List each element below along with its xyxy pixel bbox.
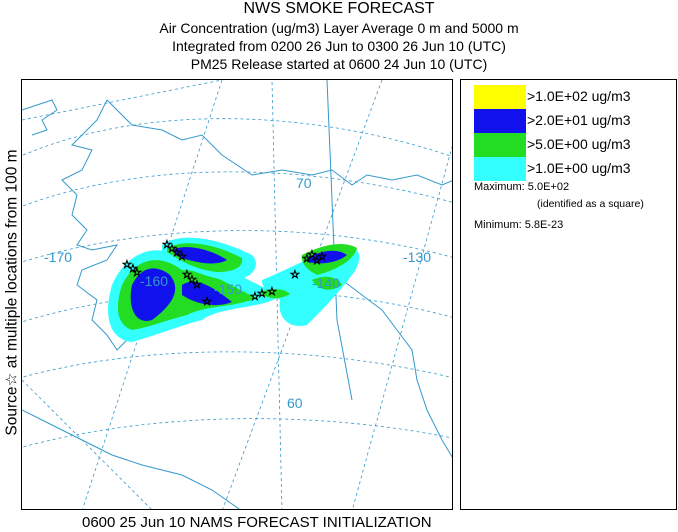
plume-west-blue-b [182,281,232,306]
smoke-plumes [108,237,360,342]
lon-label-170: -170 [44,249,72,265]
maximum-value: Maximum: 5.0E+02 [474,181,570,193]
lon-line-b [22,379,152,509]
source-star: ☆ [192,279,202,291]
aleutian-chain [22,409,241,509]
source-star: ☆ [317,251,327,263]
legend-swatch-yellow [474,85,526,109]
lat-75-line [22,118,452,158]
plume-central-blue [172,247,227,264]
subtitle-concentration: Air Concentration (ug/m3) Layer Average … [159,20,519,36]
source-star: ☆ [250,291,260,303]
source-star: ☆ [162,239,172,251]
legend-swatch-green [474,133,526,157]
source-star: ☆ [312,255,322,267]
lon-line-a [22,80,223,121]
source-star: ☆ [128,263,138,275]
source-star: ☆ [182,269,192,281]
lat-65-line [22,230,452,263]
source-star: ☆ [257,288,267,300]
lon-line-f [352,145,452,509]
legend-swatch-cyan [474,157,526,181]
source-star: ☆ [307,249,317,261]
legend-panel: >1.0E+02 ug/m3 >2.0E+01 ug/m3 >5.0E+00 u… [460,79,677,510]
plume-east-green-b [312,276,342,290]
source-star: ☆ [302,253,312,265]
legend-label-cyan: >1.0E+00 ug/m3 [527,160,631,176]
map-panel: ☆ ☆ ☆ ☆ ☆ ☆ ☆ ☆ ☆ ☆ ☆ ☆ ☆ ☆ ☆ ☆ ☆ ☆ ☆ 70… [21,79,453,510]
lat-70-line [22,171,452,207]
lon-label-150: -150 [214,281,242,297]
subtitle-release: PM25 Release started at 0600 24 Jun 10 (… [190,56,488,72]
maximum-note: (identified as a square) [537,198,644,210]
lat-60-line [22,351,452,379]
legend-label-blue: >2.0E+01 ug/m3 [527,112,631,128]
minimum-value: Minimum: 5.8E-23 [474,219,564,231]
legend-swatch-blue [474,109,526,133]
source-side-label: Source☆ at multiple locations from 100 m [3,149,21,436]
lat-55-line [22,418,452,448]
source-star: ☆ [267,286,277,298]
plume-east-green-c [260,289,290,299]
plume-east-blue [307,250,347,264]
source-star: ☆ [172,247,182,259]
legend-label-green: >5.0E+00 ug/m3 [527,136,631,152]
forecast-initialization: 0600 25 Jun 10 NAMS FORECAST INITIALIZAT… [82,514,432,531]
map-svg: ☆ ☆ ☆ ☆ ☆ ☆ ☆ ☆ ☆ ☆ ☆ ☆ ☆ ☆ ☆ ☆ ☆ ☆ ☆ 70… [22,80,452,509]
border-line [326,80,353,401]
lon-label-160: -160 [140,273,168,289]
panhandle-coast [341,279,452,458]
subtitle-integration: Integrated from 0200 26 Jun to 0300 26 J… [172,38,506,54]
source-markers: ☆ ☆ ☆ ☆ ☆ ☆ ☆ ☆ ☆ ☆ ☆ ☆ ☆ ☆ ☆ ☆ ☆ ☆ ☆ [122,239,328,309]
source-star: ☆ [132,267,142,279]
north-coast [106,99,452,186]
source-star: ☆ [290,269,300,281]
siberia-coast [22,99,58,136]
source-star: ☆ [177,251,187,263]
source-star: ☆ [202,296,212,308]
map-title: NWS SMOKE FORECAST [243,0,435,17]
source-star: ☆ [122,259,132,271]
source-star: ☆ [167,243,177,255]
lon-label-130: -130 [403,249,431,265]
lat-label-70: 70 [296,175,312,191]
plume-west-blue [130,268,176,321]
source-star: ☆ [187,274,197,286]
lat-label-60: 60 [287,395,303,411]
lon-label-140: -140 [312,275,340,291]
legend-label-yellow: >1.0E+02 ug/m3 [527,88,631,104]
